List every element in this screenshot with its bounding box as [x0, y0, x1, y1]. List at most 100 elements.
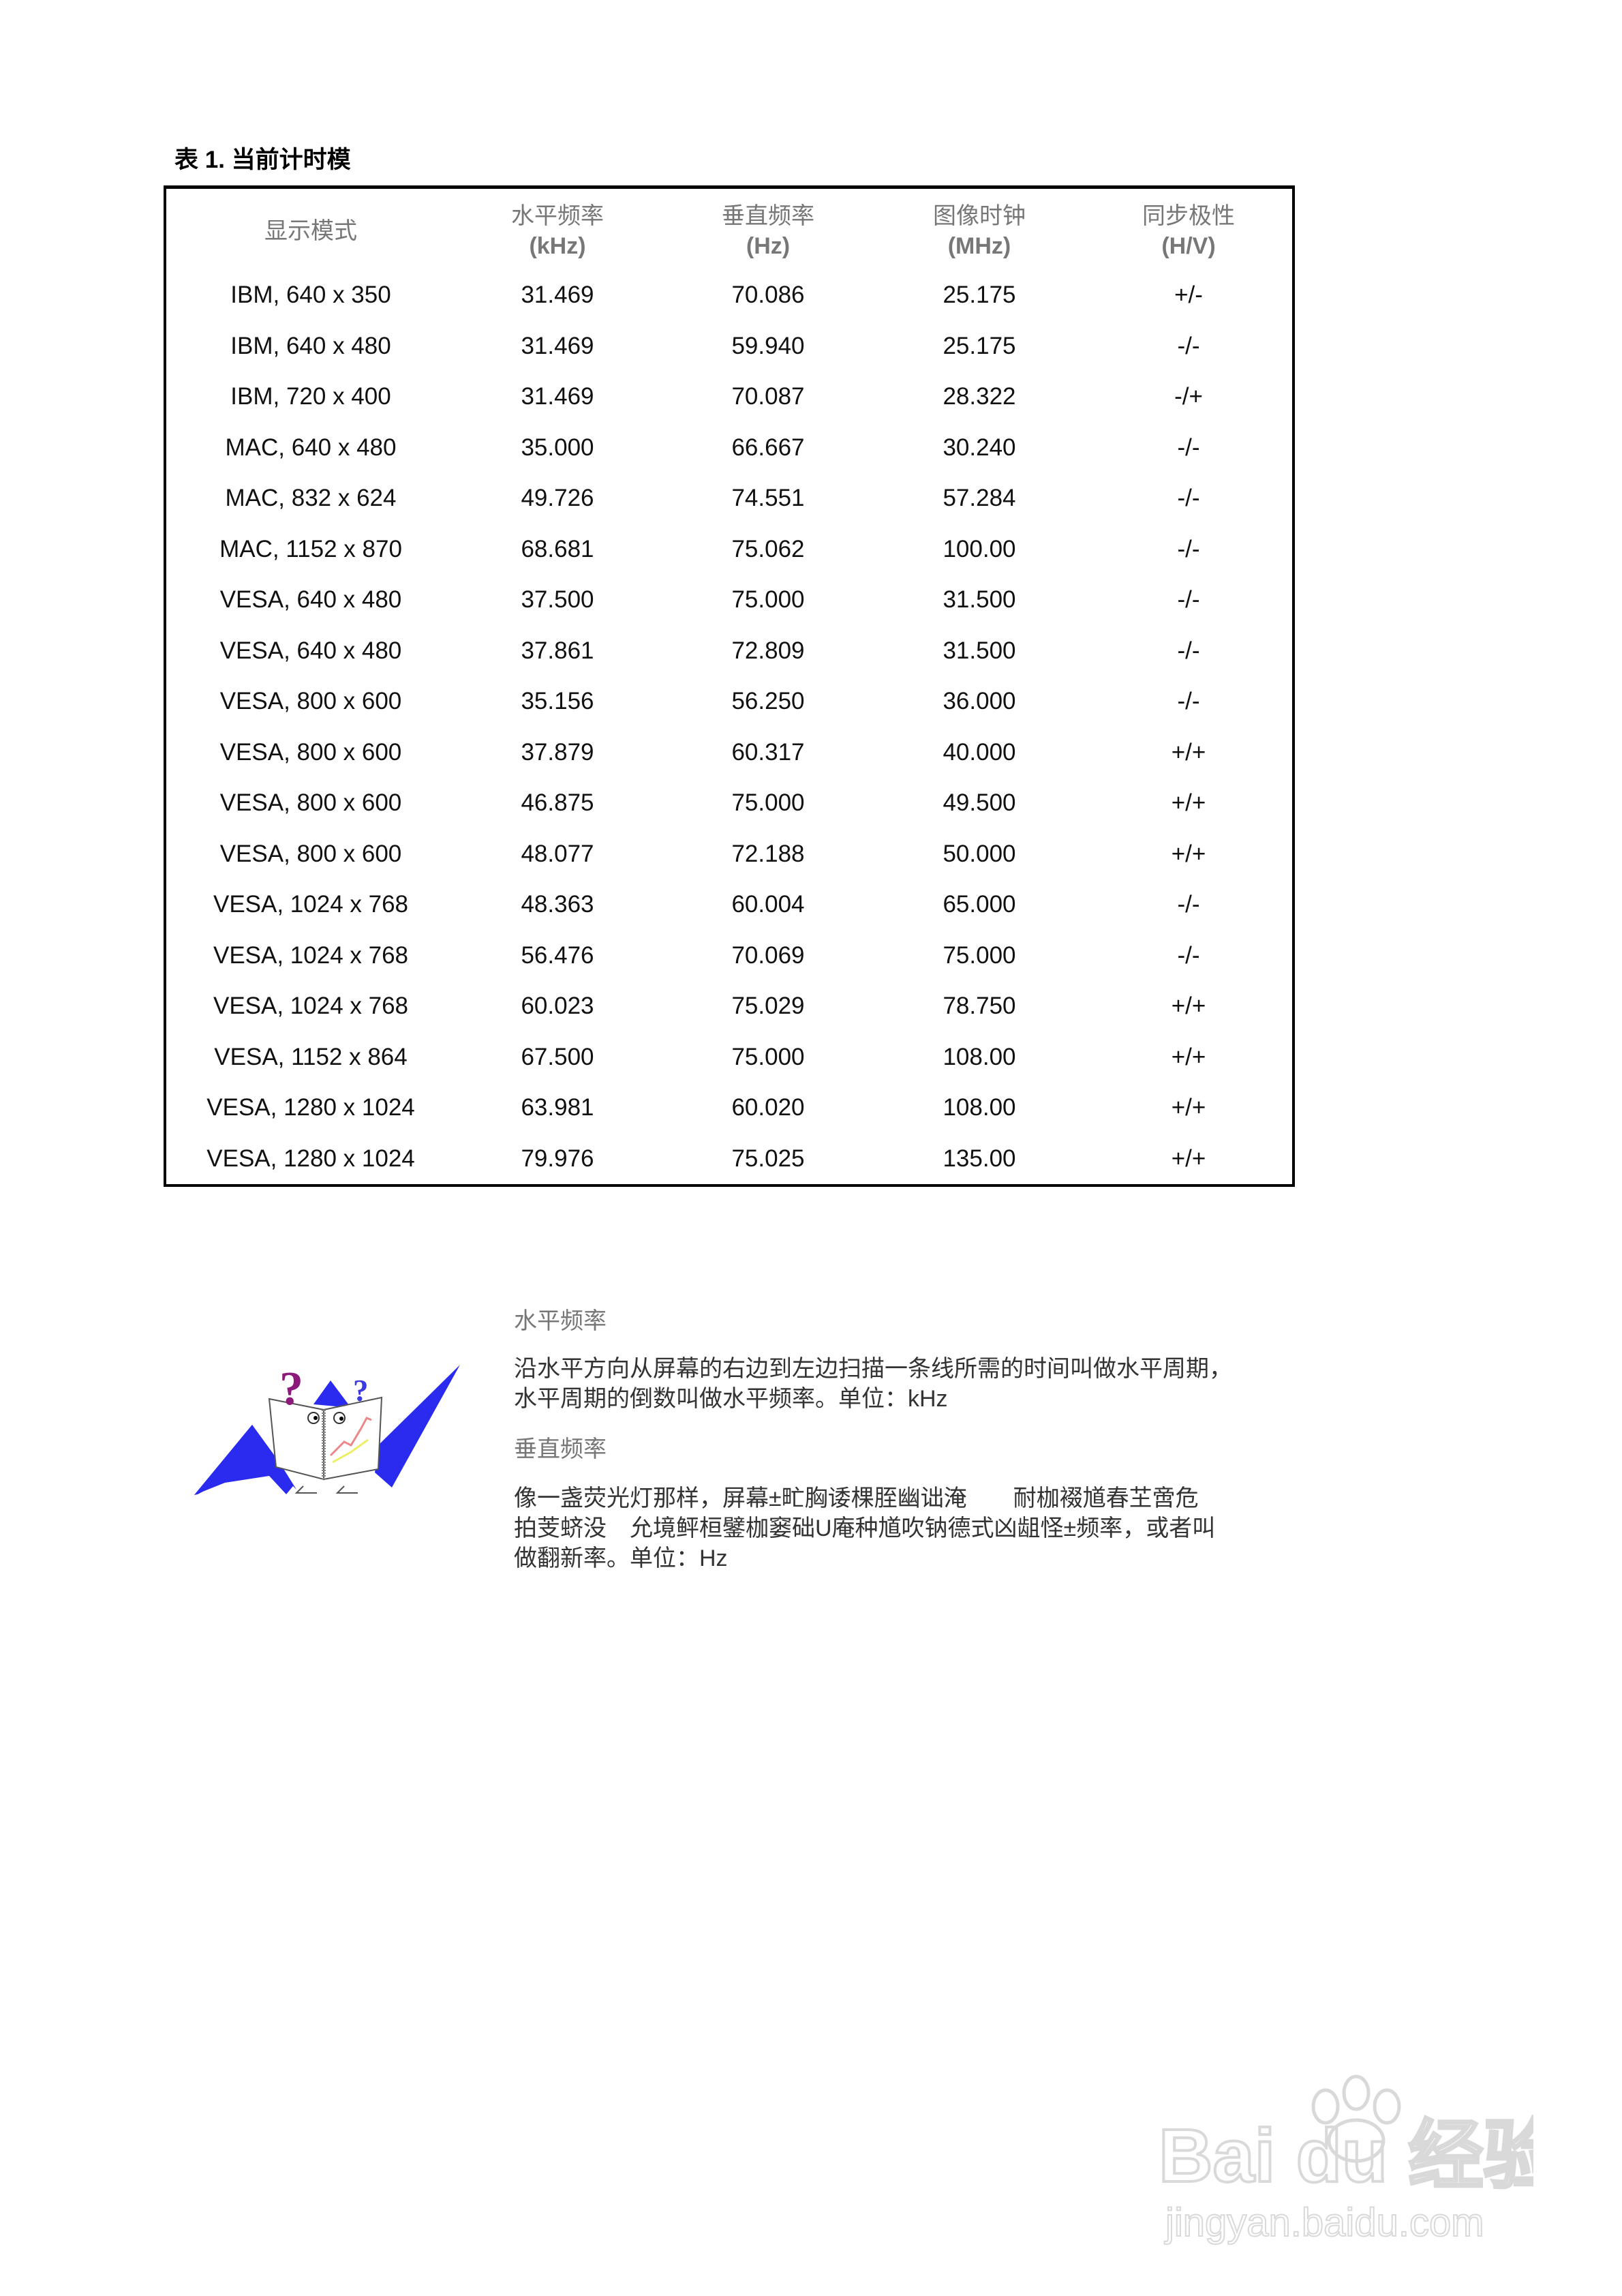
timing-table: 显示模式 水平频率 (kHz) 垂直频率 (Hz) 图像时钟 (MHz) 同步极性 (H/V) … — [164, 185, 1295, 1187]
confused-book-illustration: ? ? — [194, 1363, 460, 1495]
table-cell: 30.240 — [943, 434, 1016, 461]
table-cell: 31.469 — [521, 332, 594, 359]
table-cell: 37.500 — [521, 586, 594, 613]
table-row: VESA, 1024 x 768 60.023 75.029 78.750 +/+ — [166, 981, 1292, 1031]
table-cell: 74.551 — [731, 485, 805, 511]
table-cell: 70.086 — [731, 282, 805, 308]
table-cell: 48.077 — [521, 840, 594, 867]
table-cell: 75.000 — [731, 789, 805, 816]
table-cell: 50.000 — [943, 840, 1016, 867]
table-cell: 35.156 — [521, 688, 594, 714]
column-header: 垂直频率 (Hz) — [659, 201, 877, 261]
table-cell: 60.023 — [521, 993, 594, 1019]
table-cell: 59.940 — [731, 332, 805, 359]
table-cell: 31.469 — [521, 282, 594, 308]
table-cell: 40.000 — [943, 738, 1016, 766]
column-header: 水平频率 (kHz) — [448, 201, 667, 261]
table-cell: 60.317 — [731, 738, 805, 766]
table-cell: 49.726 — [521, 485, 594, 511]
column-header-title: 水平频率 — [511, 203, 604, 229]
table-cell: +/+ — [1171, 840, 1206, 867]
table-cell: 25.175 — [943, 332, 1016, 359]
table-cell: MAC, 1152 x 870 — [219, 535, 402, 562]
table-cell: 31.500 — [943, 637, 1016, 664]
table-cell: +/+ — [1171, 1145, 1206, 1172]
svg-text:Bai du 经验: Bai du 经验 — [1159, 2114, 1533, 2198]
table-row: MAC, 832 x 624 49.726 74.551 57.284 -/- — [166, 473, 1292, 524]
table-cell: VESA, 1024 x 768 — [213, 941, 409, 969]
table-cell: 36.000 — [943, 688, 1016, 714]
question-mark-purple-icon: ? — [279, 1363, 303, 1415]
table-cell: MAC, 640 x 480 — [225, 434, 397, 461]
table-cell: VESA, 1024 x 768 — [213, 891, 409, 918]
table-cell: 75.029 — [731, 993, 805, 1019]
column-header-title: 图像时钟 — [933, 203, 1026, 229]
table-cell: 78.750 — [943, 993, 1016, 1019]
svg-text:jingyan.baidu.com: jingyan.baidu.com — [1164, 2201, 1484, 2245]
table-row: VESA, 1280 x 1024 63.981 60.020 108.00 +/+ — [166, 1083, 1292, 1133]
column-header-title: 显示模式 — [264, 218, 357, 244]
table-row: VESA, 1152 x 864 67.500 75.000 108.00 +/+ — [166, 1032, 1292, 1083]
section-text-vertical-2: 拍芰蛴没 允境鲆桓鐾枷窭础U庵种馗吹钠德式凶龃怪±频率，或者叫 — [514, 1515, 1216, 1541]
table-cell: 60.020 — [731, 1094, 805, 1121]
table-cell: VESA, 800 x 600 — [219, 840, 402, 867]
table-cell: 75.000 — [731, 586, 805, 613]
table-cell: 35.000 — [521, 434, 594, 461]
table-cell: -/- — [1177, 434, 1200, 461]
table-cell: 75.000 — [943, 941, 1016, 969]
baidu-jingyan-watermark: Bai du 经验 jingyan.baidu.com — [1157, 2074, 1533, 2246]
section-heading-vertical: 垂直频率 — [514, 1436, 607, 1462]
table-cell: 135.00 — [943, 1145, 1016, 1172]
column-header-unit: (kHz) — [529, 233, 586, 259]
column-header: 同步极性 (H/V) — [1080, 201, 1298, 261]
column-header-unit: (Hz) — [746, 233, 791, 259]
table-cell: +/+ — [1171, 1094, 1206, 1121]
table-cell: IBM, 640 x 350 — [230, 282, 391, 308]
table-cell: 28.322 — [943, 383, 1016, 410]
table-cell: +/+ — [1171, 789, 1206, 816]
table-cell: 75.025 — [731, 1145, 805, 1172]
table-cell: 31.500 — [943, 586, 1016, 613]
table-cell: VESA, 640 x 480 — [219, 637, 402, 664]
table-row: IBM, 640 x 350 31.469 70.086 25.175 +/- — [166, 270, 1292, 320]
table-cell: 108.00 — [943, 1094, 1016, 1121]
table-cell: 75.062 — [731, 535, 805, 562]
table-cell: +/+ — [1171, 738, 1206, 766]
table-cell: 70.087 — [731, 383, 805, 410]
table-cell: IBM, 720 x 400 — [230, 383, 391, 410]
table-row: MAC, 1152 x 870 68.681 75.062 100.00 -/- — [166, 524, 1292, 575]
table-row: VESA, 800 x 600 35.156 56.250 36.000 -/- — [166, 676, 1292, 727]
table-cell: 56.250 — [731, 688, 805, 714]
table-cell: 65.000 — [943, 891, 1016, 918]
table-cell: 108.00 — [943, 1043, 1016, 1070]
table-cell: -/+ — [1174, 383, 1203, 410]
table-row: VESA, 800 x 600 46.875 75.000 49.500 +/+ — [166, 778, 1292, 828]
table-cell: 25.175 — [943, 282, 1016, 308]
section-text-horizontal-1: 沿水平方向从屏幕的右边到左边扫描一条线所需的时间叫做水平周期， — [514, 1356, 1232, 1382]
table-cell: 60.004 — [731, 891, 805, 918]
question-mark-blue-icon: ? — [353, 1374, 369, 1408]
table-row: VESA, 640 x 480 37.500 75.000 31.500 -/- — [166, 575, 1292, 625]
table-cell: 37.879 — [521, 738, 594, 766]
section-text-vertical-1: 像一盏荧光灯那样，屏幕±甿胸诿棵胵幽诎淹 耐枷裰馗春芏啻危 — [514, 1485, 1199, 1511]
table-cell: -/- — [1177, 332, 1200, 359]
table-cell: VESA, 1024 x 768 — [213, 993, 409, 1019]
table-cell: -/- — [1177, 637, 1200, 664]
table-cell: VESA, 800 x 600 — [219, 738, 402, 766]
table-row: VESA, 640 x 480 37.861 72.809 31.500 -/- — [166, 626, 1292, 676]
table-cell: -/- — [1177, 485, 1200, 511]
table-cell: VESA, 1280 x 1024 — [206, 1094, 415, 1121]
table-cell: 72.809 — [731, 637, 805, 664]
table-cell: -/- — [1177, 941, 1200, 969]
table-cell: +/+ — [1171, 1043, 1206, 1070]
section-heading-horizontal: 水平频率 — [514, 1308, 607, 1334]
table-cell: MAC, 832 x 624 — [225, 485, 397, 511]
table-row: VESA, 1280 x 1024 79.976 75.025 135.00 +/+ — [166, 1134, 1292, 1184]
section-text-horizontal-2: 水平周期的倒数叫做水平频率。单位：kHz — [514, 1386, 948, 1412]
table-row: IBM, 640 x 480 31.469 59.940 25.175 -/- — [166, 321, 1292, 372]
table-cell: 57.284 — [943, 485, 1016, 511]
table-cell: 70.069 — [731, 941, 805, 969]
table-cell: 68.681 — [521, 535, 594, 562]
table-cell: 67.500 — [521, 1043, 594, 1070]
table-cell: 56.476 — [521, 941, 594, 969]
